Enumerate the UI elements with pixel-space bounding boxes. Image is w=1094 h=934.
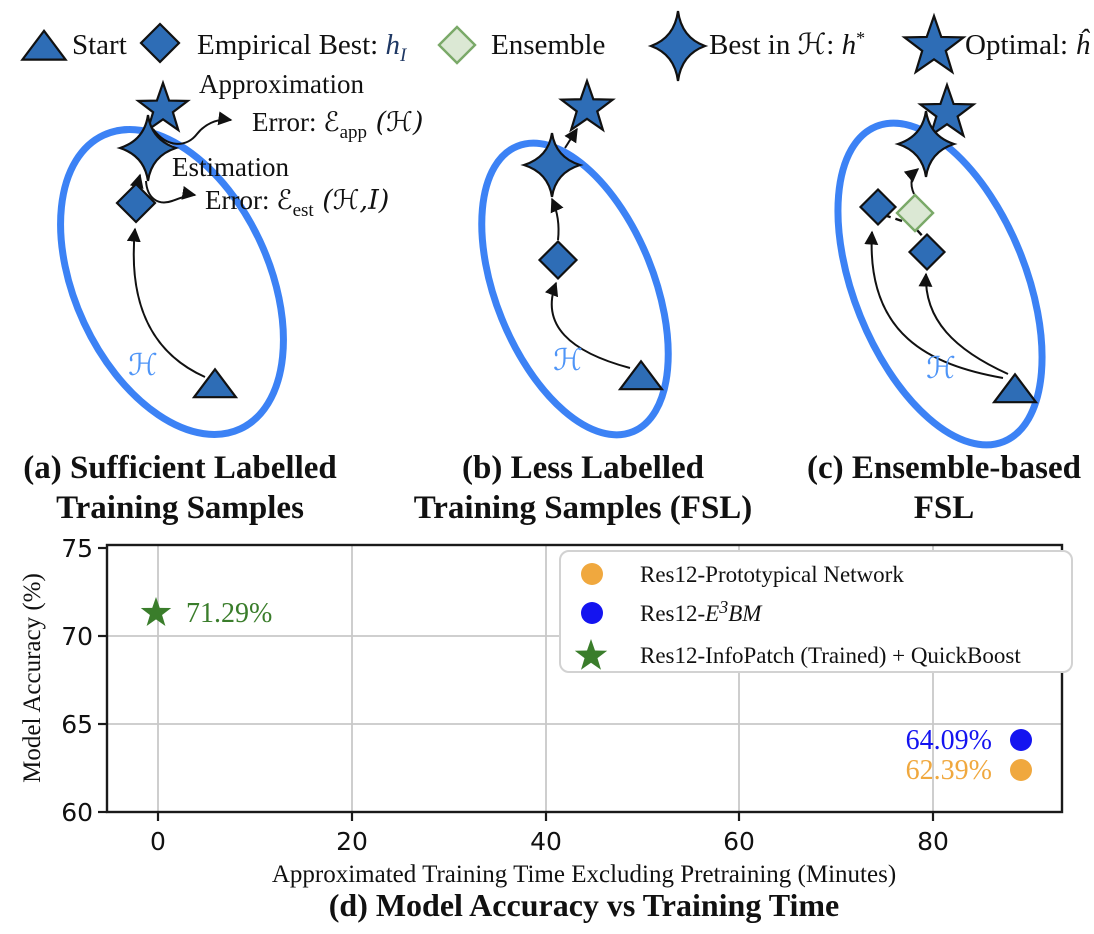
ensemble-diamond-icon	[439, 27, 475, 63]
xtick-60: 60	[723, 827, 755, 856]
legend-orange-circle-icon	[581, 563, 603, 585]
xtick-20: 20	[336, 827, 368, 856]
ytick-70: 70	[61, 622, 93, 651]
xtick-80: 80	[917, 827, 949, 856]
arrow-start-to-left-diamond-c	[864, 230, 1004, 379]
caption-c-line1: (c) Ensemble-based	[807, 450, 1081, 486]
optimal-star-icon	[905, 16, 964, 72]
chart-legend-box	[559, 550, 1073, 673]
x-axis-label: Approximated Training Time Excluding Pre…	[272, 861, 896, 888]
estimation-label: Estimation	[172, 152, 289, 182]
approximation-label: Approximation	[199, 69, 364, 99]
hypothesis-space-ellipse-a	[57, 126, 287, 438]
legend-optimal-label: Optimal: ĥ	[965, 28, 1090, 61]
legend-item-e3bm: Res12-E3BM	[640, 597, 763, 626]
start-triangle-icon	[22, 31, 65, 60]
ytick-75: 75	[61, 534, 93, 563]
hypothesis-label-b: ℋ	[553, 343, 583, 378]
datapoint-prototypical-circle	[1010, 759, 1032, 781]
hypothesis-space-ellipse-b	[478, 139, 672, 439]
legend-item-infopatch: Res12-InfoPatch (Trained) + QuickBoost	[640, 643, 1021, 668]
arrow-start-to-bottom-diamond-c	[918, 272, 1009, 375]
chart-legend: Res12-Prototypical Network Res12-E3BM Re…	[559, 550, 1073, 673]
xtick-40: 40	[530, 827, 562, 856]
legend-best-label: Best in ℋ: h*	[709, 27, 865, 61]
datapoint-infopatch-star	[140, 597, 172, 626]
hypothesis-label-c: ℋ	[926, 351, 956, 386]
y-axis-label: Model Accuracy (%)	[19, 573, 46, 783]
dashed-link-ensemble-bottom-diamond	[916, 229, 927, 241]
panel-c: ℋ (c) Ensemble-based FSL	[807, 85, 1081, 526]
leader-approximation-error	[152, 111, 233, 145]
caption-d: (d) Model Accuracy vs Training Time	[329, 887, 840, 923]
arrow-start-to-empirical-b	[544, 281, 631, 369]
ytick-60: 60	[61, 798, 93, 827]
legend-start-label: Start	[72, 29, 127, 61]
empirical-best-diamond-b	[540, 242, 577, 279]
xtick-0: 0	[150, 827, 166, 856]
plot-frame	[105, 543, 1064, 814]
ytick-65: 65	[61, 710, 93, 739]
start-triangle-b	[620, 361, 662, 389]
approximation-error-label: Error: ℰapp (ℋ)	[252, 107, 423, 143]
ensemble-diamond-c	[897, 195, 933, 231]
estimation-error-label: Error: ℰest (ℋ,I)	[205, 185, 389, 221]
caption-c-line2: FSL	[914, 490, 975, 526]
caption-b-line1: (b) Less Labelled	[462, 450, 704, 486]
hypothesis-label-a: ℋ	[128, 348, 158, 383]
empirical-diamond-left-c	[861, 190, 896, 225]
legend-blue-circle-icon	[581, 602, 603, 624]
axis-ticks	[98, 546, 935, 821]
caption-a-line2: Training Samples	[56, 490, 304, 526]
chart-d: 75 70 65 60 0 20 40 60 80 Model Accuracy…	[19, 534, 1073, 923]
legend-item-prototypical: Res12-Prototypical Network	[640, 562, 904, 587]
panel-a: ℋ Approximation Error: ℰapp (ℋ) Estimati…	[23, 69, 423, 526]
leader-estimation-error	[145, 180, 197, 204]
caption-a-line1: (a) Sufficient Labelled	[23, 450, 336, 486]
arrow-best-to-optimal-b	[564, 127, 578, 149]
hypothesis-space-ellipse-c	[834, 119, 1046, 449]
empirical-best-diamond-icon	[141, 24, 179, 62]
annotation-6239: 62.39%	[906, 755, 992, 786]
annotation-7129: 71.29%	[186, 598, 272, 629]
arrow-ensemble-to-best-c	[903, 168, 920, 195]
legend-ensemble-label: Ensemble	[491, 29, 605, 61]
figure-legend: Start Empirical Best: hI Ensemble Best i…	[22, 11, 1090, 81]
start-triangle-a	[194, 369, 236, 397]
legend-empirical-label: Empirical Best: hI	[197, 29, 408, 66]
annotation-6409: 64.09%	[906, 725, 992, 756]
arrow-empirical-to-best-b	[550, 197, 564, 241]
caption-b-line2: Training Samples (FSL)	[414, 490, 753, 526]
empirical-diamond-bottom-c	[910, 235, 945, 270]
best-in-h-star-icon	[651, 11, 705, 81]
empirical-best-diamond-a	[117, 184, 155, 222]
panel-b: ℋ (b) Less Labelled Training Samples (FS…	[414, 81, 753, 526]
best-in-h-star-a	[120, 115, 176, 181]
optimal-star-b	[561, 81, 612, 130]
arrow-start-to-empirical-a	[126, 227, 206, 378]
datapoint-e3bm-circle	[1010, 729, 1032, 751]
